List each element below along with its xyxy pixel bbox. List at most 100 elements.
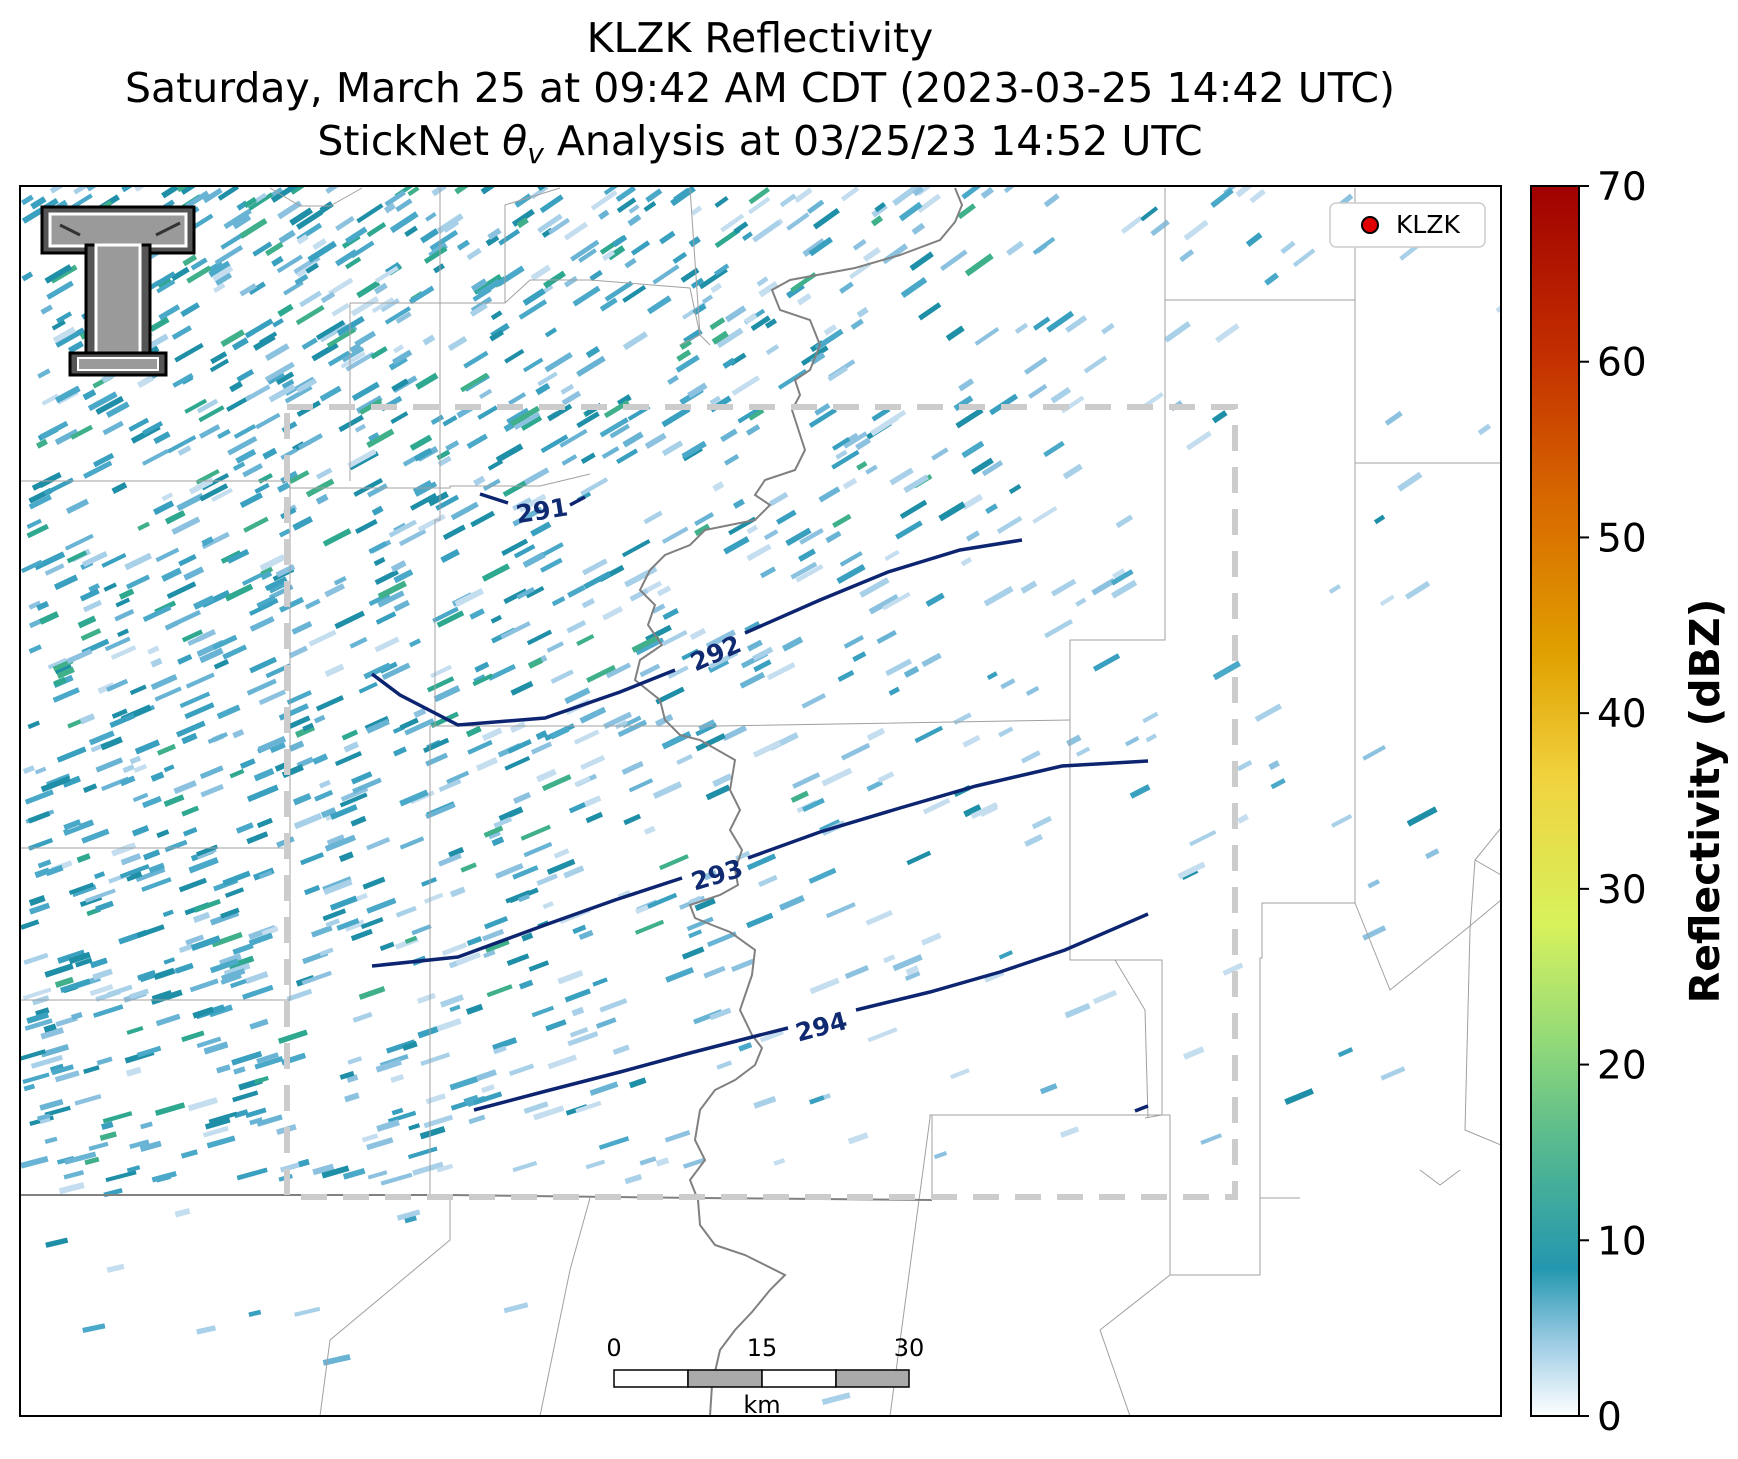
echo-gate	[56, 666, 75, 679]
echo-gate	[135, 867, 166, 883]
echo-gate	[507, 739, 532, 754]
echo-gate	[621, 539, 651, 558]
echo-gate	[617, 719, 648, 738]
echo-gate	[832, 437, 851, 451]
echo-gate	[746, 543, 772, 562]
echo-gate	[778, 368, 808, 390]
map-frame	[19, 185, 1502, 1417]
echo-gate	[161, 492, 174, 502]
echo-gate	[1075, 597, 1087, 607]
echo-gate	[178, 877, 207, 893]
echo-gate	[520, 824, 551, 841]
echo-gate	[114, 609, 135, 622]
echo-gate	[286, 690, 312, 705]
echo-gate	[688, 236, 701, 248]
echo-gate	[204, 1117, 231, 1130]
echo-gate	[802, 797, 825, 812]
echo-gate	[47, 657, 68, 670]
echo-gate	[229, 769, 245, 779]
echo-gate	[435, 494, 460, 511]
echo-gate	[163, 794, 185, 807]
echo-gate	[742, 231, 753, 241]
echo-gate	[599, 297, 618, 312]
echo-gate	[582, 558, 608, 576]
echo-gate	[180, 186, 198, 195]
echo-gate	[64, 533, 94, 551]
echo-gate	[440, 548, 460, 563]
echo-gate	[206, 1135, 236, 1149]
echo-gate	[119, 775, 136, 787]
echo-gate	[301, 970, 332, 985]
echo-gate	[433, 263, 445, 274]
echo-gate	[57, 949, 86, 964]
echo-gate	[179, 691, 211, 709]
echo-gate	[530, 521, 552, 537]
echo-gate	[687, 382, 708, 399]
echo-gate	[523, 1101, 549, 1114]
colorbar-tick-label: 60	[1597, 341, 1647, 386]
echo-gate	[349, 342, 362, 353]
echo-gate	[572, 924, 587, 934]
echo-gate	[158, 304, 181, 321]
echo-gate	[292, 516, 313, 531]
echo-gate	[1142, 711, 1159, 724]
echo-gate	[181, 805, 200, 817]
echo-gate	[707, 931, 737, 947]
echo-gate	[645, 188, 663, 203]
echo-gate	[40, 304, 53, 315]
echo-gate	[314, 790, 334, 802]
echo-gate	[473, 475, 486, 487]
echo-gate	[347, 1056, 362, 1065]
echo-gate	[92, 968, 113, 981]
echo-gate	[962, 735, 981, 748]
echo-gate	[892, 186, 920, 207]
echo-gate	[232, 942, 254, 955]
echo-gate	[694, 897, 716, 912]
echo-gate	[664, 1130, 691, 1143]
echo-gate	[866, 727, 886, 741]
echo-gate	[380, 1172, 413, 1186]
echo-gate	[614, 720, 628, 730]
echo-gate	[503, 1302, 529, 1314]
echo-gate	[254, 482, 270, 494]
echo-gate	[448, 846, 465, 858]
echo-gate	[1245, 232, 1263, 247]
echo-gate	[27, 720, 41, 730]
echo-gate	[22, 987, 52, 1001]
echo-gate	[595, 1017, 617, 1029]
echo-gate	[209, 358, 229, 373]
echo-gate	[399, 529, 427, 547]
colorbar-tick-label: 20	[1597, 1044, 1647, 1089]
echo-gate	[581, 598, 596, 609]
echo-gate	[867, 1027, 898, 1043]
echo-gate	[832, 513, 852, 529]
echo-gate	[750, 315, 771, 331]
echo-gate	[430, 664, 452, 679]
echo-gate	[88, 1141, 109, 1151]
echo-gate	[583, 795, 602, 808]
echo-gate	[275, 371, 295, 386]
echo-gate	[171, 325, 192, 340]
echo-gate	[512, 865, 539, 880]
echo-gate	[281, 378, 295, 390]
echo-gate	[709, 395, 721, 406]
echo-gate	[106, 1263, 125, 1273]
echo-gate	[143, 849, 161, 861]
echo-gate	[809, 1095, 825, 1105]
echo-gate	[432, 606, 459, 623]
echo-gate	[563, 221, 589, 241]
echo-gate	[183, 566, 205, 581]
echo-gate	[189, 978, 219, 993]
echo-gate	[419, 1126, 446, 1140]
echo-gate	[311, 925, 333, 938]
echo-gate	[129, 684, 147, 696]
echo-gate	[83, 1065, 100, 1074]
echo-gate	[483, 478, 501, 491]
echo-gate	[256, 1114, 283, 1127]
echo-gate	[955, 407, 984, 429]
echo-gate	[496, 265, 525, 287]
echo-gate	[156, 279, 176, 294]
echo-gate	[1046, 310, 1075, 333]
echo-gate	[20, 1049, 46, 1061]
echo-gate	[589, 1081, 619, 1096]
